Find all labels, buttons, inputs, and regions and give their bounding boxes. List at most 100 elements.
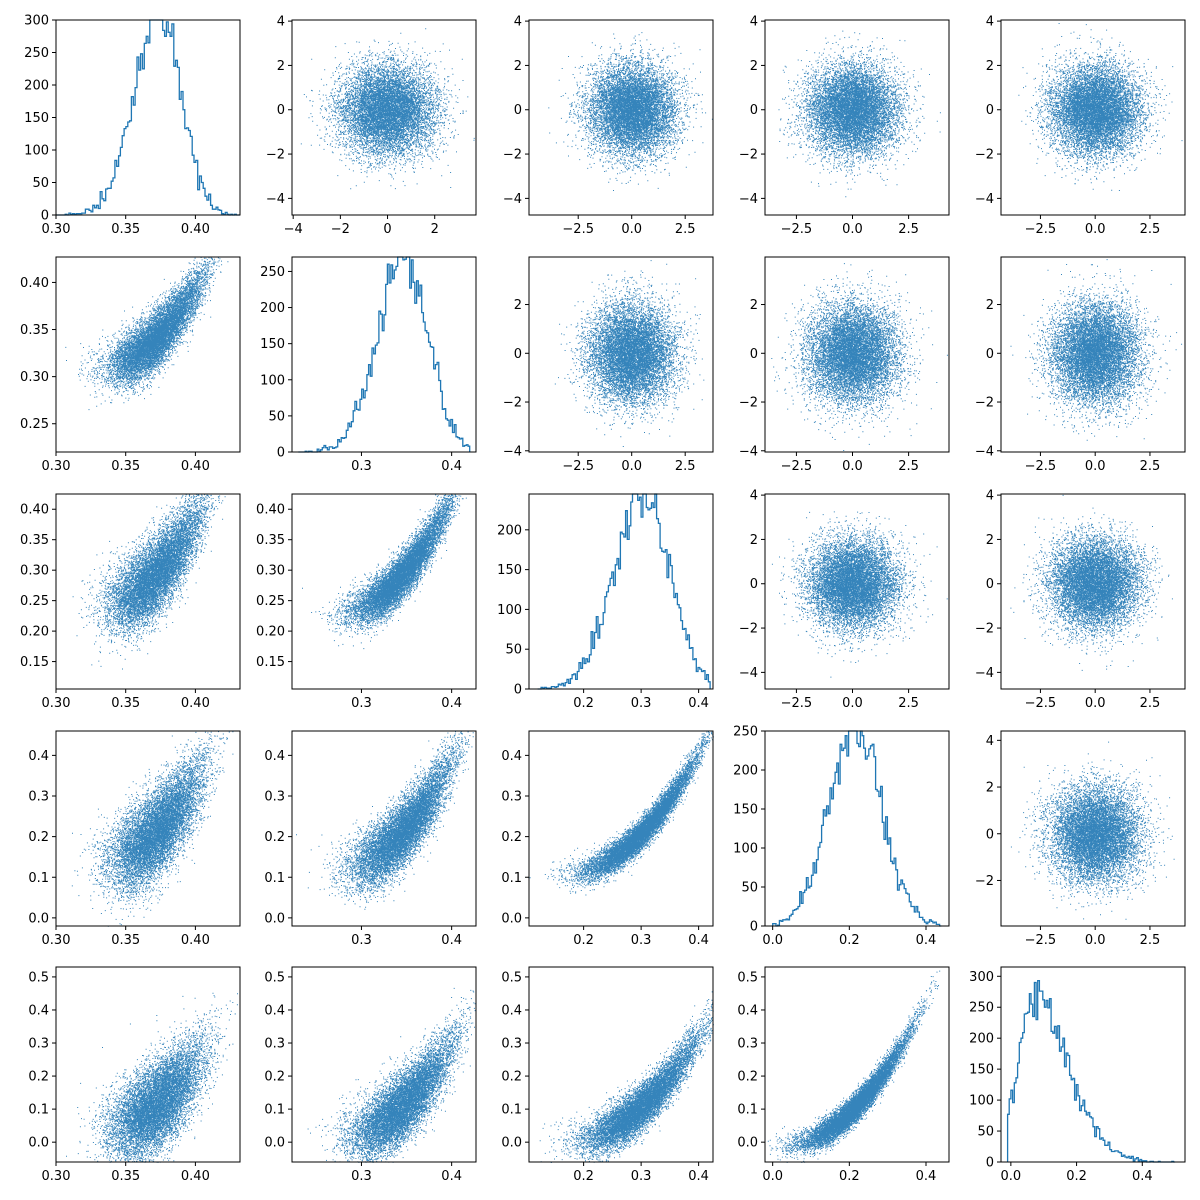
scatter-points	[539, 991, 714, 1163]
panel-r2c4: −2.5 0.0 2.5 −4 −2 0 2 4	[975, 489, 1186, 711]
y-tick-label: 0.30	[256, 564, 285, 579]
x-tick-label: 0.4	[1132, 1169, 1153, 1184]
scatter-points	[66, 992, 238, 1163]
y-tick-label: −2	[975, 396, 994, 411]
y-tick-label: −2	[739, 396, 758, 411]
y-tick-label: 0	[514, 103, 522, 118]
x-tick-label: 0.0	[762, 1169, 783, 1184]
y-tick-label: 150	[969, 1063, 994, 1078]
x-tick-label: 0.3	[351, 696, 372, 711]
y-tick-label: 0.5	[737, 970, 758, 985]
y-tick-label: 300	[969, 970, 994, 985]
y-tick-label: −2	[739, 148, 758, 163]
y-tick-label: 150	[260, 337, 285, 352]
axes-frame	[55, 730, 241, 927]
y-tick-label: −4	[266, 192, 285, 207]
y-tick-label: 0	[750, 920, 758, 935]
y-tick-label: −4	[975, 192, 994, 207]
x-tick-label: 0.4	[688, 933, 709, 948]
axes-frame	[55, 256, 241, 453]
axes-frame	[764, 493, 950, 690]
plot-area	[1006, 979, 1176, 1163]
scatter-points	[296, 731, 477, 910]
y-tick-label: 0.2	[737, 1070, 758, 1085]
scatter-points	[767, 970, 941, 1163]
x-tick-label: 0.40	[181, 222, 210, 237]
plot-area	[66, 992, 238, 1163]
panel-r0c2: −2.5 0.0 2.5 −4 −2 0 2 4	[503, 15, 714, 237]
y-tick-label: 50	[32, 176, 49, 191]
y-tick-label: −2	[739, 622, 758, 637]
y-tick-label: 0.0	[501, 911, 522, 926]
y-tick-label: 0.35	[20, 323, 49, 338]
x-tick-label: 2.5	[898, 222, 919, 237]
scatter-points	[302, 494, 467, 650]
x-tick-label: 0.4	[916, 933, 937, 948]
y-tick-label: 0.5	[501, 970, 522, 985]
y-tick-label: 0.4	[501, 749, 522, 764]
axes-frame	[528, 19, 714, 216]
x-tick-label: 0.40	[181, 459, 210, 474]
scatter-points	[1010, 741, 1175, 920]
y-tick-label: 0.3	[737, 1037, 758, 1052]
y-tick-label: 200	[497, 523, 522, 538]
panel-r2c3: −2.5 0.0 2.5 −4 −2 0 2 4	[739, 489, 950, 711]
x-tick-label: 0.0	[1085, 459, 1106, 474]
y-tick-label: 2	[514, 59, 522, 74]
y-tick-label: 0.15	[20, 655, 49, 670]
y-tick-label: −2	[975, 622, 994, 637]
y-tick-label: −4	[975, 666, 994, 681]
y-tick-label: 4	[750, 15, 758, 30]
x-tick-label: 0.35	[111, 459, 140, 474]
plot-area	[772, 730, 942, 927]
scatter-points	[1010, 494, 1173, 671]
y-tick-label: 0.2	[28, 830, 49, 845]
y-tick-label: 0.1	[264, 1103, 285, 1118]
x-tick-label: 0.2	[573, 933, 594, 948]
x-tick-label: 0.0	[1085, 696, 1106, 711]
y-tick-label: 0.20	[256, 625, 285, 640]
y-tick-label: 4	[986, 734, 994, 749]
plot-area	[1010, 259, 1183, 441]
x-tick-label: −2.5	[1025, 933, 1057, 948]
panel-r4c4: 0.0 0.2 0.4 0 50 100 150 200 250 300	[969, 966, 1186, 1184]
histogram-step	[298, 256, 471, 453]
y-tick-label: 0.5	[264, 970, 285, 985]
panel-r0c3: −2.5 0.0 2.5 −4 −2 0 2 4	[739, 15, 950, 237]
plot-area	[771, 511, 948, 678]
x-tick-label: 0.0	[842, 696, 863, 711]
scatter-points	[771, 511, 948, 678]
x-tick-label: 0.3	[351, 459, 372, 474]
x-tick-label: 0.30	[42, 696, 71, 711]
y-tick-label: 0	[41, 209, 49, 224]
panel-r4c2: 0.2 0.3 0.4 0.0 0.1 0.2 0.3 0.4 0.5	[501, 966, 714, 1184]
y-tick-label: −4	[739, 666, 758, 681]
axes-frame	[1000, 966, 1186, 1163]
x-tick-label: 0.30	[42, 1169, 71, 1184]
axes-frame	[55, 19, 241, 216]
y-tick-label: 50	[977, 1125, 994, 1140]
y-tick-label: 4	[986, 15, 994, 30]
plot-area	[71, 731, 234, 927]
panel-r2c0: 0.30 0.35 0.40 0.15 0.20 0.25 0.30 0.35 0.40	[20, 493, 241, 711]
y-tick-label: 0	[986, 1156, 994, 1171]
scatter-points	[771, 263, 948, 451]
x-tick-label: 0.3	[631, 696, 652, 711]
plot-area	[539, 991, 714, 1163]
axes-frame	[291, 256, 477, 453]
y-tick-label: 0.3	[264, 1037, 285, 1052]
x-tick-label: −4	[284, 222, 303, 237]
scatter-points	[548, 32, 713, 191]
y-tick-label: 0.3	[501, 1037, 522, 1052]
axes-frame	[1000, 256, 1186, 453]
x-tick-label: 0.2	[839, 1169, 860, 1184]
histogram-step	[537, 493, 711, 690]
y-tick-label: 0.30	[20, 370, 49, 385]
x-tick-label: 0	[383, 222, 391, 237]
y-tick-label: 0	[986, 577, 994, 592]
plot-area	[65, 257, 229, 411]
x-tick-label: 0.0	[762, 933, 783, 948]
panel-r1c4: −2.5 0.0 2.5 −4 −2 0 2	[975, 256, 1186, 474]
panel-r4c3: 0.0 0.2 0.4 0.0 0.1 0.2 0.3 0.4 0.5	[737, 966, 950, 1184]
